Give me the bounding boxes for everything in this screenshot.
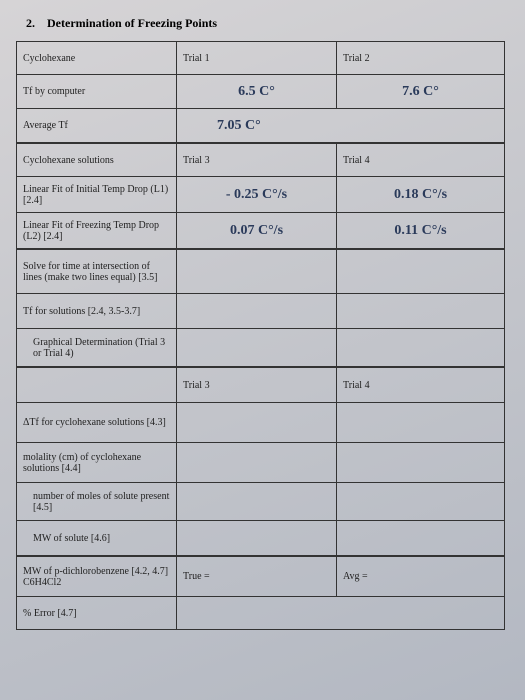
trial3-header: Trial 3 (177, 144, 337, 177)
cell-l1-trial4: 0.18 C°/s (337, 177, 505, 213)
cell-intersection-trial3 (177, 250, 337, 294)
trial4-header: Trial 4 (337, 144, 505, 177)
label-delta-tf: ΔTf for cyclohexane solutions [4.3] (17, 403, 177, 443)
cell-tfsol-trial4 (337, 294, 505, 329)
cell-tf-trial1: 6.5 C° (177, 75, 337, 109)
label-moles: number of moles of solute present [4.5] (17, 483, 177, 521)
label-tf-solutions: Tf for solutions [2.4, 3.5-3.7] (17, 294, 177, 329)
trial4-header-2: Trial 4 (337, 368, 505, 403)
table-block-4: Trial 3 Trial 4 ΔTf for cyclohexane solu… (16, 367, 505, 556)
label-pct-error: % Error [4.7] (17, 597, 177, 630)
cell-mw-4 (337, 521, 505, 556)
table-block-1: Cyclohexane Trial 1 Trial 2 Tf by comput… (16, 41, 505, 143)
cell-delta-tf-4 (337, 403, 505, 443)
trial3-header-2: Trial 3 (177, 368, 337, 403)
cell-l2-trial3: 0.07 C°/s (177, 213, 337, 249)
heading-text: Determination of Freezing Points (47, 16, 217, 30)
section-heading: 2. Determination of Freezing Points (26, 16, 515, 31)
label-cyclohexane-solutions: Cyclohexane solutions (17, 144, 177, 177)
label-avg-tf: Average Tf (17, 109, 177, 143)
cell-delta-tf-3 (177, 403, 337, 443)
cell-molality-4 (337, 443, 505, 483)
label-l1: Linear Fit of Initial Temp Drop (L1) [2.… (17, 177, 177, 213)
cell-moles-4 (337, 483, 505, 521)
trial2-header: Trial 2 (337, 42, 505, 75)
label-tf-computer: Tf by computer (17, 75, 177, 109)
cell-tfsol-trial3 (177, 294, 337, 329)
trial1-header: Trial 1 (177, 42, 337, 75)
cell-avg: Avg = (337, 557, 505, 597)
cell-l1-trial3: - 0.25 C°/s (177, 177, 337, 213)
cell-pct-error (177, 597, 505, 630)
cell-tf-trial2: 7.6 C° (337, 75, 505, 109)
label-l2: Linear Fit of Freezing Temp Drop (L2) [2… (17, 213, 177, 249)
cell-l2-trial4: 0.11 C°/s (337, 213, 505, 249)
label-cyclohexane: Cyclohexane (17, 42, 177, 75)
cell-moles-3 (177, 483, 337, 521)
label-graphical: Graphical Determination (Trial 3 or Tria… (17, 329, 177, 367)
table-block-3: Solve for time at intersection of lines … (16, 249, 505, 367)
heading-number: 2. (26, 16, 35, 30)
cell-true: True = (177, 557, 337, 597)
cell-molality-3 (177, 443, 337, 483)
cell-avg-tf: 7.05 C° (177, 109, 505, 143)
cell-intersection-trial4 (337, 250, 505, 294)
blank-label (17, 368, 177, 403)
label-mw-pdcb: MW of p-dichlorobenzene [4.2, 4.7] C6H4C… (17, 557, 177, 597)
table-block-5: MW of p-dichlorobenzene [4.2, 4.7] C6H4C… (16, 556, 505, 630)
cell-mw-3 (177, 521, 337, 556)
cell-graphical-trial4 (337, 329, 505, 367)
label-molality: molality (cm) of cyclohexane solutions [… (17, 443, 177, 483)
label-intersection: Solve for time at intersection of lines … (17, 250, 177, 294)
table-block-2: Cyclohexane solutions Trial 3 Trial 4 Li… (16, 143, 505, 249)
label-mw-solute: MW of solute [4.6] (17, 521, 177, 556)
cell-graphical-trial3 (177, 329, 337, 367)
